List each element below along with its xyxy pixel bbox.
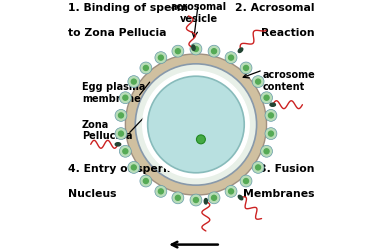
Circle shape: [172, 192, 184, 204]
Text: to Zona Pellucia: to Zona Pellucia: [68, 28, 167, 38]
Circle shape: [148, 76, 244, 173]
Circle shape: [240, 62, 252, 74]
Ellipse shape: [238, 48, 243, 53]
Text: 4. Entry of sperm: 4. Entry of sperm: [68, 164, 175, 174]
Circle shape: [240, 175, 252, 187]
Circle shape: [128, 76, 140, 88]
Text: Nucleus: Nucleus: [68, 189, 117, 199]
Circle shape: [135, 64, 257, 185]
Circle shape: [269, 113, 274, 118]
Circle shape: [118, 113, 123, 118]
Circle shape: [208, 45, 220, 57]
Circle shape: [115, 128, 127, 139]
Circle shape: [208, 192, 220, 204]
Circle shape: [175, 195, 180, 200]
Circle shape: [261, 145, 272, 157]
Text: Egg plasma
membrane: Egg plasma membrane: [82, 82, 146, 104]
Circle shape: [175, 49, 180, 54]
Ellipse shape: [192, 45, 195, 51]
Circle shape: [143, 71, 249, 178]
Circle shape: [125, 54, 267, 195]
Circle shape: [228, 55, 233, 60]
Circle shape: [265, 110, 277, 121]
Text: Egg nucleus: Egg nucleus: [163, 105, 229, 115]
Circle shape: [140, 175, 152, 187]
Circle shape: [256, 79, 261, 84]
Text: 3. Fusion: 3. Fusion: [259, 164, 314, 174]
Circle shape: [256, 165, 261, 170]
Circle shape: [193, 197, 198, 202]
Circle shape: [140, 62, 152, 74]
Text: Membranes: Membranes: [243, 189, 314, 199]
Circle shape: [196, 135, 206, 144]
Circle shape: [252, 161, 264, 173]
Circle shape: [212, 195, 217, 200]
Circle shape: [159, 55, 163, 60]
Circle shape: [123, 149, 128, 154]
Text: 1. Binding of sperm: 1. Binding of sperm: [68, 3, 188, 13]
Circle shape: [228, 189, 233, 194]
Circle shape: [193, 47, 198, 52]
Circle shape: [120, 92, 131, 104]
Text: acrosomal
vesicle: acrosomal vesicle: [170, 2, 227, 24]
Circle shape: [123, 95, 128, 100]
Ellipse shape: [204, 198, 207, 204]
Circle shape: [128, 161, 140, 173]
Ellipse shape: [115, 143, 121, 146]
Ellipse shape: [270, 103, 275, 106]
Circle shape: [155, 52, 167, 63]
Circle shape: [190, 194, 202, 206]
Text: 2. Acrosomal: 2. Acrosomal: [235, 3, 314, 13]
Circle shape: [261, 92, 272, 104]
Circle shape: [172, 45, 184, 57]
Circle shape: [252, 76, 264, 88]
Circle shape: [265, 128, 277, 139]
Text: acrosome
content: acrosome content: [263, 70, 316, 92]
Circle shape: [190, 43, 202, 55]
Text: Zona
Pellucida: Zona Pellucida: [82, 120, 133, 141]
Circle shape: [159, 189, 163, 194]
Circle shape: [143, 65, 148, 70]
Circle shape: [264, 95, 269, 100]
Circle shape: [244, 65, 249, 70]
Circle shape: [225, 186, 237, 197]
Circle shape: [212, 49, 217, 54]
Circle shape: [244, 179, 249, 184]
Circle shape: [269, 131, 274, 136]
Circle shape: [155, 186, 167, 197]
Circle shape: [118, 131, 123, 136]
Circle shape: [225, 52, 237, 63]
Circle shape: [264, 149, 269, 154]
Circle shape: [131, 79, 136, 84]
Circle shape: [143, 179, 148, 184]
Circle shape: [120, 145, 131, 157]
Circle shape: [115, 110, 127, 121]
Text: Reaction: Reaction: [261, 28, 314, 38]
Ellipse shape: [238, 195, 243, 200]
Circle shape: [131, 165, 136, 170]
